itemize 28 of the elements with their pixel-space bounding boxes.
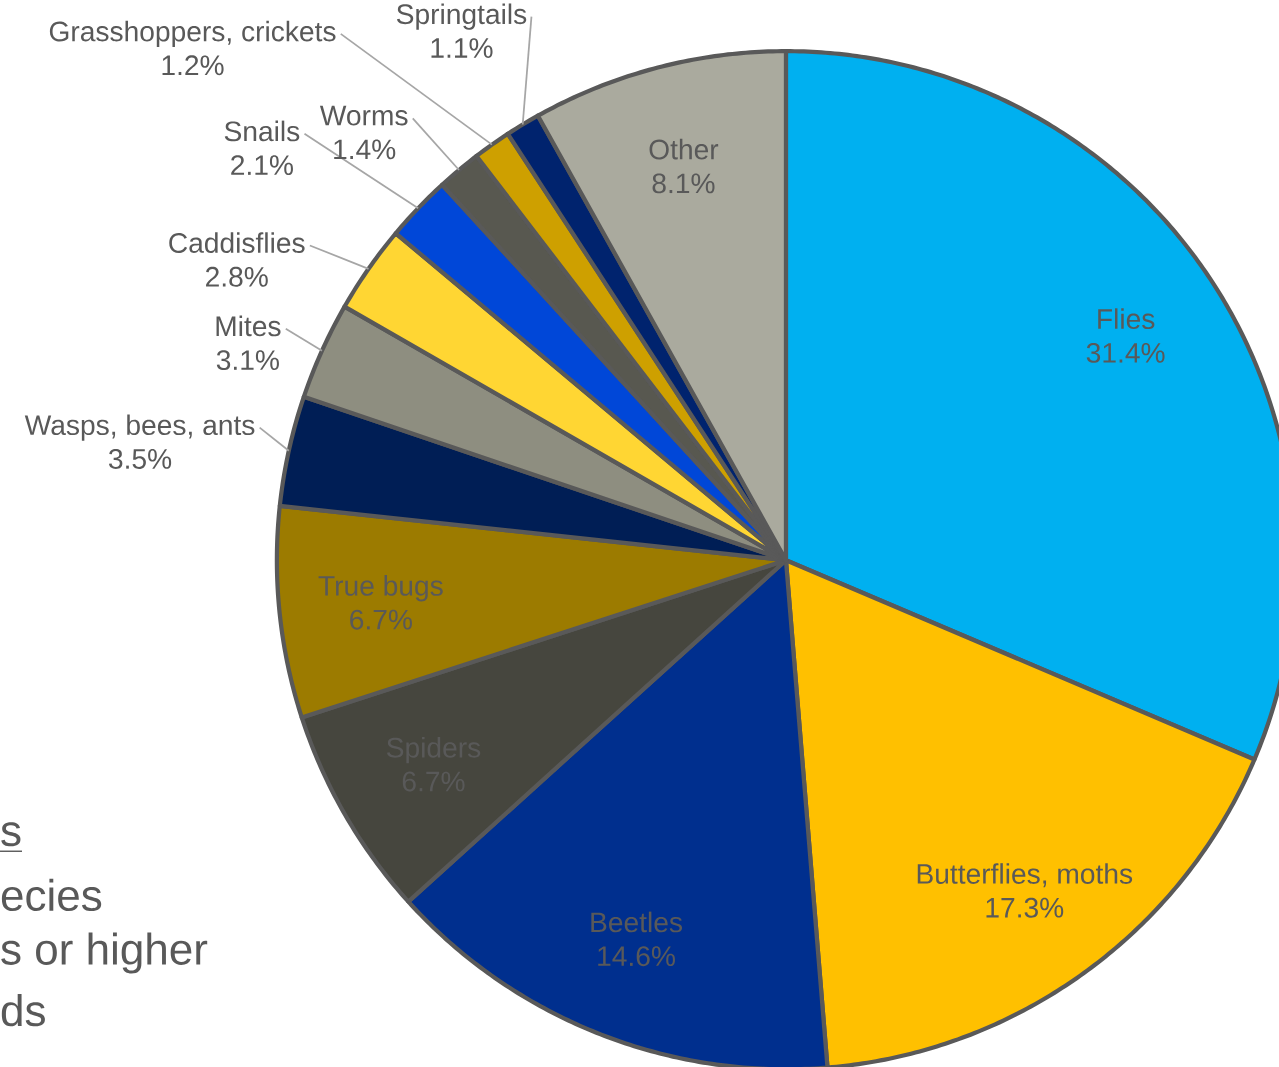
data-label: 14.6% — [598, 946, 675, 966]
data-label: 2.1% — [231, 155, 293, 175]
data-label: 3.1% — [216, 350, 279, 370]
slice-label: True bugs — [318, 574, 443, 602]
text: s or higher — [1, 932, 208, 974]
data-label: 8.1% — [652, 173, 715, 194]
data-label: 1.4% — [334, 139, 396, 160]
slice-label: Grasshoppers, crickets — [49, 20, 336, 47]
slice-label: Butterflies, moths — [917, 863, 1133, 888]
data-label: 31.4% — [1086, 342, 1165, 363]
data-label: 17.3% — [986, 897, 1064, 918]
text: s — [1, 822, 21, 847]
data-label: 1.2% — [162, 55, 224, 76]
slice-label: Springtails — [396, 3, 527, 30]
data-label: 2.8% — [206, 266, 268, 287]
data-label: 3.5% — [108, 448, 172, 469]
data-label: 6.7% — [350, 609, 412, 630]
slice-label: Worms — [319, 105, 408, 126]
slice-label: Flies — [1098, 308, 1155, 329]
slice-label: Beetles — [591, 911, 683, 933]
slice-label: Other — [649, 138, 719, 160]
text: ds — [1, 993, 45, 1027]
slice-label: Mites — [216, 315, 281, 337]
slice-label: Wasps, bees, ants — [24, 414, 255, 441]
text: ecies — [1, 878, 102, 911]
slice-label: Caddisflies — [169, 232, 305, 253]
data-label: 1.1% — [431, 38, 493, 58]
slice-label: Snails — [224, 120, 300, 142]
